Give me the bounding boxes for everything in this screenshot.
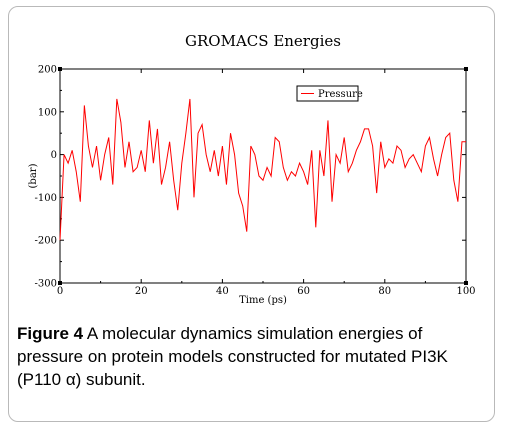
y-axis-label: (bar) bbox=[28, 163, 39, 188]
y-tick-label: 100 bbox=[38, 107, 57, 118]
caption-text: A molecular dynamics simulation energies… bbox=[17, 324, 448, 389]
corner-marker bbox=[464, 281, 468, 285]
chart-title: GROMACS Energies bbox=[185, 32, 341, 50]
figure-frame bbox=[8, 6, 495, 422]
y-tick-label: 0 bbox=[51, 150, 57, 161]
legend-box bbox=[296, 85, 359, 102]
legend-label-pressure: Pressure bbox=[318, 89, 363, 100]
legend: Pressure bbox=[296, 85, 363, 102]
figure-caption: Figure 4 A molecular dynamics simulation… bbox=[17, 322, 485, 391]
x-tick-label: 40 bbox=[216, 286, 229, 297]
plot-area bbox=[59, 68, 467, 284]
x-tick-label: 0 bbox=[57, 286, 63, 297]
x-tick-label: 60 bbox=[297, 286, 310, 297]
corner-marker bbox=[464, 67, 468, 71]
x-tick-label: 100 bbox=[456, 286, 475, 297]
corner-marker bbox=[58, 281, 62, 285]
x-tick-label: 80 bbox=[378, 286, 391, 297]
axis-ticks: 0 20 40 60 80 100 -300 -200 -100 0 100 200 bbox=[35, 65, 476, 298]
x-tick-label: 20 bbox=[135, 286, 148, 297]
y-tick-label: -100 bbox=[35, 193, 57, 204]
y-tick-label: -300 bbox=[35, 279, 57, 290]
pressure-chart: GROMACS Energies 0 20 40 60 80 100 -300 -200 -10… bbox=[28, 32, 476, 306]
y-tick-label: 200 bbox=[38, 65, 57, 76]
x-axis-label: Time (ps) bbox=[239, 295, 287, 306]
corner-marker bbox=[58, 67, 62, 71]
caption-label: Figure 4 bbox=[17, 324, 84, 343]
y-tick-label: -200 bbox=[35, 236, 57, 247]
series-line-pressure bbox=[59, 98, 466, 241]
